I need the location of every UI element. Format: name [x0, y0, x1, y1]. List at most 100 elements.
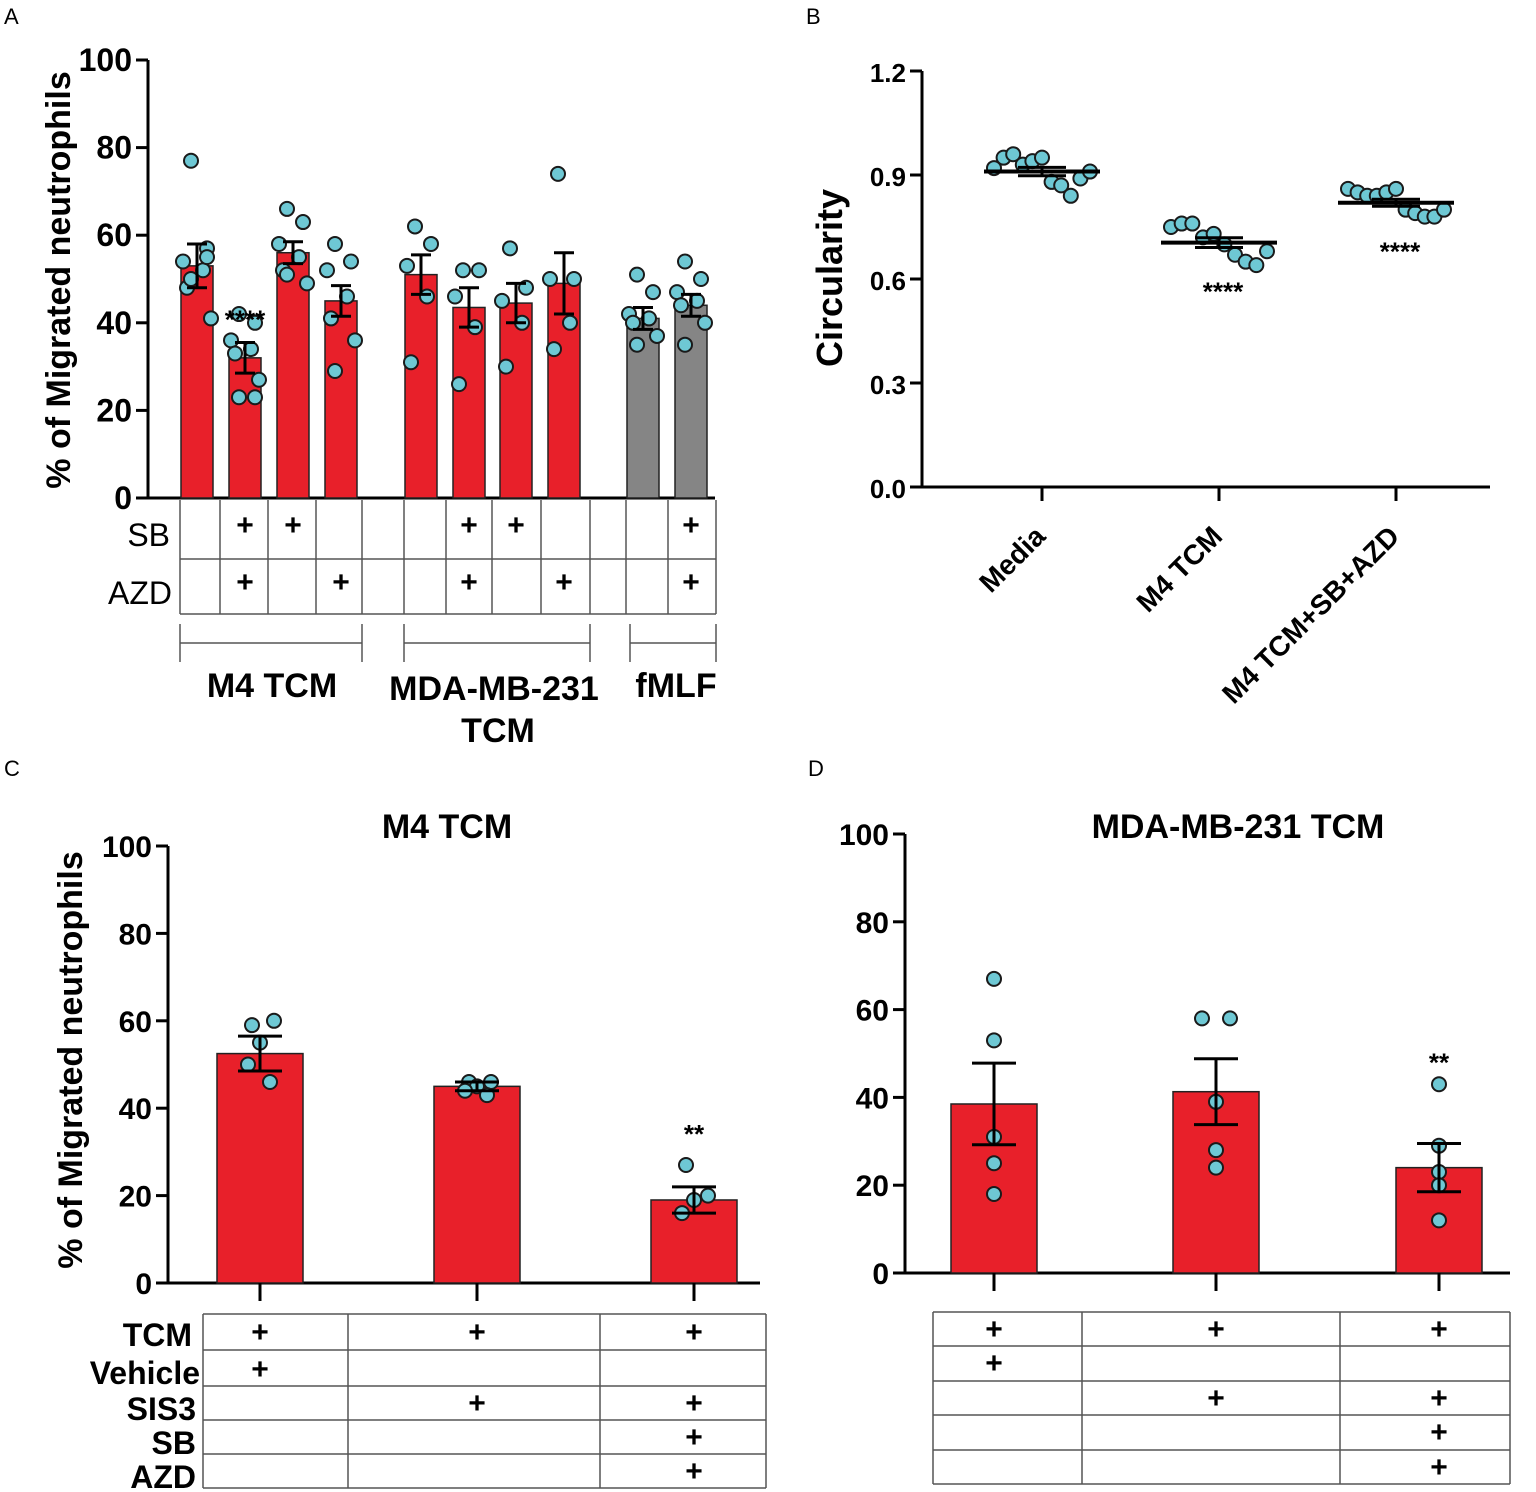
panel-a-bar [547, 282, 581, 499]
panel-b-cat-m4tcm-sb-azd: M4 TCM+SB+AZD [1216, 520, 1405, 709]
panel-a-point [645, 284, 661, 301]
panel-a-point [625, 314, 641, 331]
panel-d-point [1431, 1212, 1447, 1229]
panel-d-point [986, 970, 1002, 987]
panel-c-point [700, 1187, 716, 1204]
panel-c-point [678, 1157, 694, 1174]
panel-b-point [1259, 243, 1275, 260]
panel-b-y-tick-label: 0.9 [870, 162, 906, 192]
panel-d-point [1208, 1142, 1224, 1159]
panel-a-point [347, 332, 363, 349]
panel-a-point [542, 271, 558, 287]
panel-b-point [1184, 215, 1201, 232]
panel-a-point [231, 389, 247, 406]
panel-a-group-fmlf: fMLF [635, 667, 716, 705]
panel-b-cat-media: Media [973, 520, 1051, 598]
panel-label-c: C [4, 756, 20, 781]
panel-a-point [343, 253, 359, 270]
panel-a-ylabel: % of Migrated neutrophils [40, 71, 78, 488]
panel-d-y-tick-label: 100 [839, 819, 889, 852]
panel-a-y-tick-label: 80 [96, 130, 132, 166]
panel-c-point [266, 1012, 282, 1029]
panel-a-bar [674, 304, 708, 499]
panel-b-ylabel: Circularity [809, 189, 850, 367]
panel-a-azd-plus: + [236, 566, 254, 599]
panel-c-table-plus: + [685, 1316, 703, 1349]
panel-a-point [323, 310, 339, 327]
panel-d-point [986, 1155, 1002, 1172]
panel-c-significance: ** [684, 1119, 705, 1149]
panel-d-table-plus: + [1430, 1313, 1448, 1346]
panel-a-point [494, 292, 510, 309]
panel-d-y-tick-label: 80 [856, 907, 889, 940]
panel-b-point [1388, 180, 1404, 197]
panel-a-bar [499, 302, 533, 499]
panel-a-point [677, 336, 693, 353]
panel-a-point [502, 240, 518, 257]
panel-d-table-plus: + [1207, 1382, 1225, 1415]
panel-a-point [407, 218, 423, 235]
panel-a-point [498, 358, 514, 375]
panel-c-row-vehicle: Vehicle [90, 1355, 200, 1391]
panel-a-y-tick-label: 40 [96, 305, 132, 341]
panel-c-y-tick-label: 20 [119, 1181, 152, 1214]
panel-a-point [629, 266, 645, 283]
panel-a-point [247, 314, 263, 331]
panel-a-point [223, 332, 239, 349]
panel-d-y-tick-label: 60 [856, 995, 889, 1028]
panel-a-sb-plus: + [682, 509, 700, 542]
panel-b-y-tick-label: 0.0 [870, 474, 906, 504]
panel-a-point [673, 297, 689, 314]
panel-a-group-mda-tcm: TCM [461, 712, 535, 750]
panel-d-title: MDA-MB-231 TCM [1092, 808, 1385, 846]
panel-c-y-tick-label: 80 [119, 918, 152, 951]
panel-a-point [203, 310, 219, 327]
panel-a-y-tick-label: 100 [79, 42, 132, 78]
panel-c-bar [216, 1052, 304, 1284]
panel-d-y-tick-label: 0 [872, 1258, 889, 1291]
panel-d-point [1431, 1076, 1447, 1093]
panel-a-bar [276, 251, 310, 499]
panel-a-point [183, 152, 199, 169]
panel-c-row-sis3: SIS3 [127, 1391, 196, 1427]
panel-a-point [546, 341, 562, 358]
panel-a-bar [452, 306, 486, 499]
panel-c-table-plus: + [685, 1387, 703, 1420]
panel-a-point [399, 257, 415, 274]
panel-a-y-tick-label: 20 [96, 392, 132, 428]
panel-a-azd-plus: + [332, 566, 350, 599]
panel-a-point [271, 235, 287, 252]
panel-c-row-tcm: TCM [123, 1317, 192, 1353]
panel-c-title: M4 TCM [382, 808, 512, 846]
panel-a-point [247, 389, 263, 406]
panel-a-azd-plus: + [460, 566, 478, 599]
panel-a-group-m4: M4 TCM [207, 667, 337, 705]
panel-c-bar [433, 1085, 521, 1284]
panel-c-y-tick-label: 0 [135, 1268, 152, 1301]
panel-a-point [175, 253, 191, 270]
panel-d-point [986, 1185, 1002, 1202]
panel-d-point [986, 1032, 1002, 1049]
panel-d-table-plus: + [985, 1313, 1003, 1346]
panel-b-y-tick-label: 0.3 [870, 370, 906, 400]
panel-a-point [649, 327, 665, 344]
panel-d-table-plus: + [1207, 1313, 1225, 1346]
panel-a-point [319, 262, 335, 279]
panel-d-table-plus: + [1430, 1382, 1448, 1415]
panel-d-y-tick-label: 20 [856, 1170, 889, 1203]
panel-a-point [677, 253, 693, 270]
panel-c-table-plus: + [685, 1421, 703, 1454]
panel-b-point [1034, 149, 1050, 166]
panel-d-table-plus: + [1430, 1416, 1448, 1449]
panel-c-table-plus: + [468, 1316, 486, 1349]
panel-d-point [1222, 1010, 1238, 1027]
panel-a-point [327, 362, 343, 379]
panel-a-row-azd: AZD [108, 575, 172, 611]
panel-a-sb-plus: + [460, 509, 478, 542]
panel-a-azd-plus: + [682, 566, 700, 599]
panel-a-point [629, 336, 645, 353]
panel-d-table-plus: + [1430, 1451, 1448, 1484]
panel-d-table-plus: + [985, 1347, 1003, 1380]
panel-a-point [471, 262, 487, 279]
